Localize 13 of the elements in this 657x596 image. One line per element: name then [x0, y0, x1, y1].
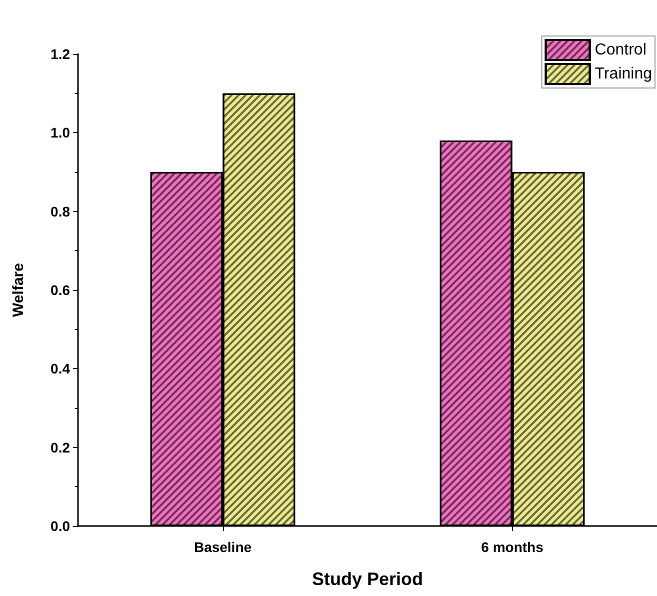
- y-tick-label: 0.2: [50, 439, 70, 456]
- y-tick-label: 0.4: [50, 360, 70, 377]
- y-tick-label: 0.8: [50, 203, 70, 220]
- y-axis-title: Welfare: [10, 263, 27, 317]
- x-tick-label: 6 months: [481, 539, 544, 555]
- x-axis-title: Study Period: [312, 569, 424, 589]
- legend-label: Training: [594, 66, 652, 82]
- y-tick-label: 1.2: [50, 46, 70, 62]
- legend-label: Control: [594, 42, 646, 58]
- y-tick-label: 0.0: [50, 518, 70, 534]
- y-tick-label: 1.0: [50, 124, 70, 141]
- y-tick-label: 0.6: [50, 282, 70, 298]
- x-tick-label: Baseline: [194, 539, 252, 555]
